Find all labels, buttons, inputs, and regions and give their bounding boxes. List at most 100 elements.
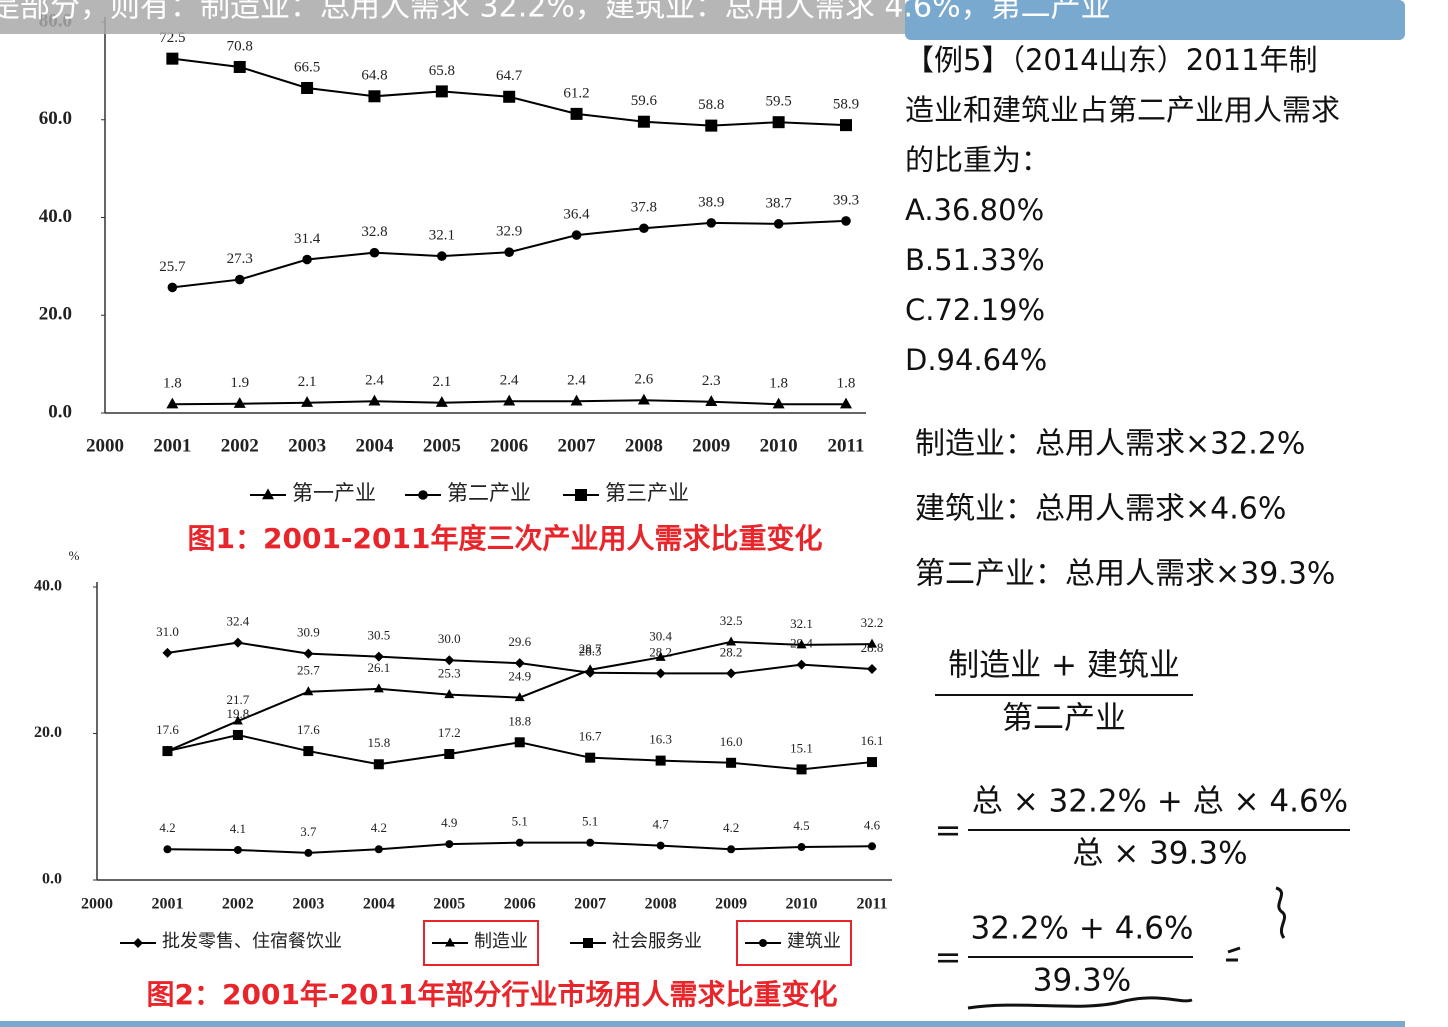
data-label: 16.1 — [861, 733, 884, 748]
point — [373, 651, 384, 662]
point — [705, 119, 718, 132]
data-label: 4.2 — [159, 820, 175, 835]
point — [706, 218, 717, 228]
formula: 建筑业：总用人需求×4.6% — [915, 492, 1286, 527]
legend-marker — [418, 490, 428, 500]
y-tick-label: 0.0 — [42, 871, 62, 888]
point — [233, 60, 246, 73]
point — [655, 668, 666, 679]
data-label: 31.0 — [156, 624, 179, 639]
charts: 0.020.040.060.080.0200020012002200320042… — [34, 10, 892, 1011]
equals-sign: = — [935, 938, 962, 976]
data-label: 24.9 — [508, 669, 531, 684]
x-tick-label: 2007 — [558, 435, 597, 456]
scribble — [1226, 946, 1241, 962]
numerator: 总 × 32.2% + 总 × 4.6% — [972, 784, 1348, 820]
point — [570, 107, 583, 120]
data-label: 15.8 — [367, 735, 390, 750]
data-label: 37.8 — [631, 200, 657, 216]
legend-highlight — [736, 920, 852, 966]
point — [867, 638, 877, 648]
data-label: 28.3 — [579, 644, 602, 659]
numerator: 制造业 + 建筑业 — [948, 648, 1180, 684]
formula: 第二产业：总用人需求×39.3% — [915, 557, 1335, 592]
x-tick-label: 2000 — [86, 435, 124, 456]
point — [374, 845, 383, 854]
point — [727, 845, 736, 854]
data-label: 2.4 — [500, 373, 519, 389]
point — [373, 759, 384, 770]
data-label: 16.3 — [649, 732, 672, 747]
point — [368, 90, 381, 103]
data-label: 25.3 — [438, 666, 461, 681]
point — [444, 749, 455, 760]
denominator: 总 × 39.3% — [1072, 836, 1247, 872]
chart-caption: 图1：2001-2011年度三次产业用人需求比重变化 — [188, 522, 823, 555]
data-label: 32.1 — [790, 616, 813, 631]
point — [163, 845, 172, 854]
legend-label: 批发零售、住宿餐饮业 — [162, 931, 342, 951]
point — [373, 683, 384, 693]
legend-label: 第二产业 — [447, 481, 531, 505]
data-label: 25.7 — [159, 259, 186, 275]
data-label: 70.8 — [227, 38, 253, 54]
x-tick-label: 2002 — [221, 435, 259, 456]
line-chart: % 0.0 20.0 40.0 2000 2001 2002 2003 2004 2005 2006… — [34, 548, 892, 1011]
data-label: 2.1 — [298, 374, 317, 390]
data-label: 4.6 — [864, 817, 881, 832]
legend-marker — [133, 938, 143, 948]
point — [504, 247, 514, 258]
chart-caption: 图2：2001年-2011年部分行业市场用人需求比重变化 — [147, 978, 838, 1011]
option: D.94.64% — [905, 343, 1047, 377]
line-chart: 0.020.040.060.080.0200020012002200320042… — [39, 10, 866, 555]
x-tick-label: 2007 — [574, 896, 606, 913]
x-tick-label: 2008 — [645, 896, 677, 913]
data-label: 18.8 — [508, 713, 531, 728]
x-tick-label: 2006 — [504, 896, 536, 913]
data-label: 1.8 — [769, 376, 788, 392]
point — [302, 254, 312, 265]
point — [840, 397, 852, 409]
point — [435, 396, 448, 407]
x-tick-label: 2003 — [288, 435, 326, 456]
data-label: 31.4 — [294, 231, 321, 247]
data-label: 2.6 — [635, 372, 654, 388]
x-tick-label: 2009 — [715, 896, 747, 913]
point — [232, 715, 243, 725]
option: C.72.19% — [905, 293, 1045, 327]
data-label: 39.3 — [833, 192, 859, 208]
data-label: 36.4 — [563, 207, 590, 223]
y-tick-label: 20.0 — [34, 724, 62, 741]
banner-text: 是部分，则有：制造业：总用人需求 32.2%，建筑业：总用人需求 4.6%，第二… — [0, 0, 1111, 25]
data-label: 4.1 — [230, 821, 246, 836]
y-tick-label: 0.0 — [48, 401, 72, 422]
point — [840, 119, 852, 132]
y-tick-label: 40.0 — [34, 578, 62, 595]
point — [303, 648, 314, 659]
data-label: 4.2 — [723, 820, 739, 835]
legend-marker — [445, 937, 455, 947]
data-label: 58.9 — [833, 97, 859, 113]
point — [369, 247, 380, 258]
numerator: 32.2% + 4.6% — [971, 911, 1194, 947]
legend-label: 第一产业 — [292, 481, 376, 505]
point — [705, 395, 718, 406]
data-label: 4.5 — [793, 818, 809, 833]
x-tick-label: 2001 — [153, 435, 191, 456]
point — [514, 692, 525, 702]
data-label: 16.7 — [579, 729, 602, 744]
data-label: 30.4 — [649, 628, 672, 643]
point — [303, 686, 314, 696]
point — [639, 223, 649, 234]
point — [656, 841, 665, 850]
point — [655, 651, 666, 661]
data-label: 1.9 — [230, 375, 249, 391]
point — [304, 848, 313, 857]
point — [435, 85, 448, 98]
point — [585, 664, 596, 674]
data-label: 30.9 — [297, 625, 320, 640]
data-label: 28.2 — [720, 644, 743, 659]
data-label: 19.8 — [227, 706, 250, 721]
data-label: 64.7 — [496, 68, 523, 84]
